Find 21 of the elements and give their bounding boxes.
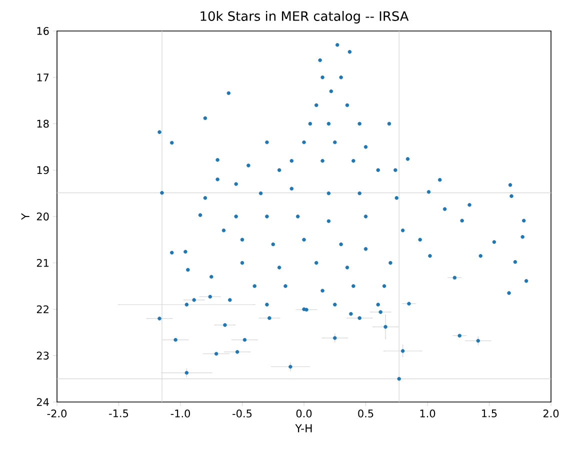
- x-tick-label: -0.5: [232, 410, 252, 418]
- y-tick-label: 18: [37, 120, 49, 128]
- x-tick-label: -1.5: [109, 410, 128, 418]
- x-tick-label: 1.5: [482, 410, 497, 418]
- y-tick-label: 22: [36, 305, 48, 314]
- y-tick-label: 16: [37, 27, 49, 35]
- x-tick-label: 0.5: [358, 410, 374, 418]
- y-tick-label: 17: [37, 74, 49, 82]
- x-tick-label: -2.0: [47, 410, 67, 418]
- x-axis-title: Y-H: [295, 424, 312, 432]
- y-tick-label: 21: [36, 258, 49, 267]
- x-tick-label: -1.0: [170, 410, 190, 418]
- x-tick-label: 0.0: [296, 410, 312, 418]
- y-tick-label: 24: [36, 398, 49, 406]
- chart-title: 10k Stars in MER catalog -- IRSA: [200, 10, 409, 24]
- y-tick-label: 19: [37, 166, 49, 174]
- y-axis-title: Y: [21, 213, 30, 220]
- y-tick-label: 23: [36, 352, 49, 360]
- y-tick-label: 20: [36, 212, 49, 220]
- x-tick-label: 2.0: [543, 410, 559, 418]
- x-tick-label: 1.0: [420, 410, 436, 418]
